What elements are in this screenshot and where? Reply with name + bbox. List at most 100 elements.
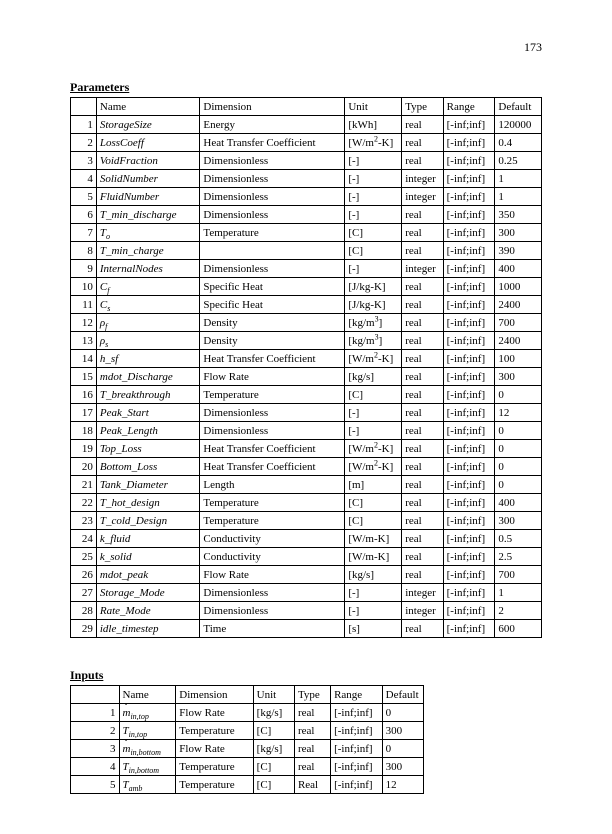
cell-default: 1	[495, 584, 542, 602]
cell-index: 27	[71, 584, 97, 602]
cell-index: 28	[71, 602, 97, 620]
cell-range: [-inf;inf]	[443, 620, 495, 638]
cell-type: real	[402, 278, 443, 296]
cell-name: VoidFraction	[96, 152, 200, 170]
cell-type: Real	[294, 776, 330, 794]
cell-index: 7	[71, 224, 97, 242]
cell-index: 9	[71, 260, 97, 278]
cell-index: 1	[71, 116, 97, 134]
cell-dimension: Conductivity	[200, 530, 345, 548]
cell-range: [-inf;inf]	[443, 278, 495, 296]
cell-range: [-inf;inf]	[443, 512, 495, 530]
cell-index: 24	[71, 530, 97, 548]
cell-default: 400	[495, 494, 542, 512]
cell-index: 22	[71, 494, 97, 512]
cell-index: 20	[71, 458, 97, 476]
col-header-unit: Unit	[253, 686, 294, 704]
table-row: 3min,bottomFlow Rate[kg/s]real[-inf;inf]…	[71, 740, 424, 758]
cell-type: real	[402, 440, 443, 458]
cell-unit: [kg/m3]	[345, 314, 402, 332]
cell-name: Tin,top	[119, 722, 176, 740]
cell-index: 25	[71, 548, 97, 566]
cell-range: [-inf;inf]	[443, 440, 495, 458]
cell-name: k_solid	[96, 548, 200, 566]
cell-range: [-inf;inf]	[443, 368, 495, 386]
cell-unit: [C]	[253, 758, 294, 776]
cell-type: real	[294, 740, 330, 758]
cell-name: Rate_Mode	[96, 602, 200, 620]
cell-default: 2400	[495, 296, 542, 314]
cell-index: 10	[71, 278, 97, 296]
cell-type: real	[402, 620, 443, 638]
page-number: 173	[524, 40, 542, 55]
cell-range: [-inf;inf]	[443, 314, 495, 332]
cell-default: 300	[495, 368, 542, 386]
cell-type: real	[402, 548, 443, 566]
table-row: 22T_hot_designTemperature[C]real[-inf;in…	[71, 494, 542, 512]
cell-type: integer	[402, 170, 443, 188]
cell-dimension: Dimensionless	[200, 152, 345, 170]
cell-default: 350	[495, 206, 542, 224]
cell-type: integer	[402, 188, 443, 206]
cell-unit: [C]	[253, 776, 294, 794]
cell-unit: [C]	[345, 224, 402, 242]
cell-index: 18	[71, 422, 97, 440]
cell-dimension: Temperature	[176, 722, 253, 740]
table-row: 4SolidNumberDimensionless[-]integer[-inf…	[71, 170, 542, 188]
cell-default: 300	[382, 758, 423, 776]
cell-dimension: Heat Transfer Coefficient	[200, 458, 345, 476]
cell-index: 4	[71, 758, 120, 776]
cell-dimension: Heat Transfer Coefficient	[200, 134, 345, 152]
cell-type: real	[402, 422, 443, 440]
cell-range: [-inf;inf]	[443, 476, 495, 494]
cell-name: Storage_Mode	[96, 584, 200, 602]
cell-index: 19	[71, 440, 97, 458]
cell-range: [-inf;inf]	[443, 260, 495, 278]
cell-dimension: Dimensionless	[200, 206, 345, 224]
cell-dimension: Dimensionless	[200, 260, 345, 278]
table-row: 21Tank_DiameterLength[m]real[-inf;inf]0	[71, 476, 542, 494]
cell-name: Cf	[96, 278, 200, 296]
cell-index: 14	[71, 350, 97, 368]
cell-range: [-inf;inf]	[331, 740, 383, 758]
cell-unit: [J/kg-K]	[345, 296, 402, 314]
cell-range: [-inf;inf]	[443, 494, 495, 512]
cell-type: real	[294, 758, 330, 776]
cell-name: T_breakthrough	[96, 386, 200, 404]
cell-unit: [-]	[345, 152, 402, 170]
cell-type: real	[402, 332, 443, 350]
cell-index: 2	[71, 134, 97, 152]
table-row: 20Bottom_LossHeat Transfer Coefficient[W…	[71, 458, 542, 476]
cell-type: real	[402, 566, 443, 584]
cell-dimension: Dimensionless	[200, 584, 345, 602]
inputs-table: Name Dimension Unit Type Range Default 1…	[70, 685, 424, 794]
table-row: 9InternalNodesDimensionless[-]integer[-i…	[71, 260, 542, 278]
table-row: 6T_min_dischargeDimensionless[-]real[-in…	[71, 206, 542, 224]
cell-name: T_min_discharge	[96, 206, 200, 224]
cell-unit: [-]	[345, 422, 402, 440]
table-header-row: Name Dimension Unit Type Range Default	[71, 98, 542, 116]
cell-default: 700	[495, 314, 542, 332]
cell-type: real	[294, 722, 330, 740]
cell-dimension: Temperature	[176, 776, 253, 794]
cell-index: 16	[71, 386, 97, 404]
cell-default: 12	[495, 404, 542, 422]
cell-default: 2400	[495, 332, 542, 350]
cell-unit: [C]	[345, 242, 402, 260]
cell-range: [-inf;inf]	[443, 224, 495, 242]
cell-unit: [kg/s]	[345, 566, 402, 584]
cell-range: [-inf;inf]	[443, 296, 495, 314]
cell-default: 0	[495, 386, 542, 404]
cell-index: 23	[71, 512, 97, 530]
cell-name: ρs	[96, 332, 200, 350]
cell-unit: [C]	[345, 494, 402, 512]
cell-dimension: Temperature	[200, 224, 345, 242]
table-row: 11CsSpecific Heat[J/kg-K]real[-inf;inf]2…	[71, 296, 542, 314]
cell-index: 2	[71, 722, 120, 740]
cell-range: [-inf;inf]	[443, 152, 495, 170]
cell-unit: [W/m2-K]	[345, 458, 402, 476]
cell-type: real	[294, 704, 330, 722]
cell-unit: [W/m2-K]	[345, 134, 402, 152]
col-header-dimension: Dimension	[200, 98, 345, 116]
col-header-default: Default	[495, 98, 542, 116]
